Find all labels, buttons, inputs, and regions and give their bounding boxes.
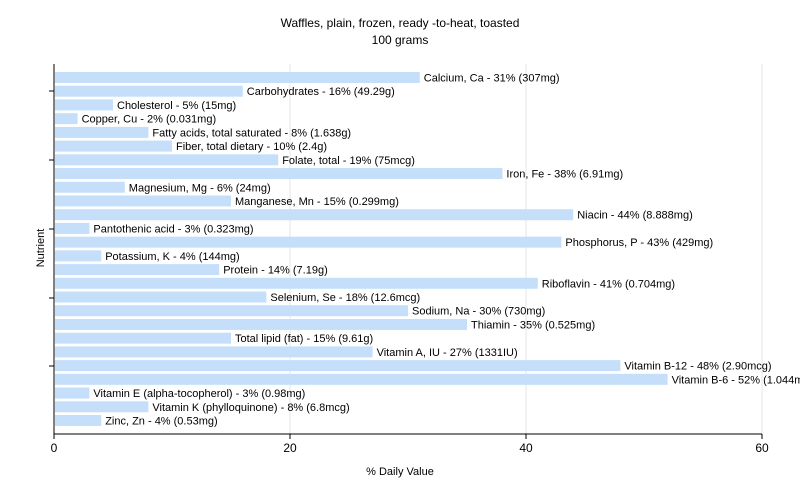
x-tick-label: 60 xyxy=(755,441,769,455)
bar-label: Pantothenic acid - 3% (0.323mg) xyxy=(93,223,253,235)
bar-label: Cholesterol - 5% (15mg) xyxy=(117,100,236,112)
bar-label: Selenium, Se - 18% (12.6mcg) xyxy=(270,292,420,304)
bar xyxy=(55,373,668,385)
bar-label: Vitamin K (phylloquinone) - 8% (6.8mcg) xyxy=(152,402,349,414)
bar-label: Fiber, total dietary - 10% (2.4g) xyxy=(176,141,327,153)
bar xyxy=(55,291,267,303)
bar xyxy=(55,195,231,207)
bar-label: Niacin - 44% (8.888mg) xyxy=(577,210,693,222)
bar xyxy=(55,181,125,193)
bar-label: Phosphorus, P - 43% (429mg) xyxy=(565,237,713,249)
bar-label: Fatty acids, total saturated - 8% (1.638… xyxy=(152,127,351,139)
bar xyxy=(55,401,149,413)
bar xyxy=(55,222,90,234)
bar xyxy=(55,99,113,111)
bar-label: Magnesium, Mg - 6% (24mg) xyxy=(129,182,271,194)
bar xyxy=(55,250,102,262)
bar-label: Iron, Fe - 38% (6.91mg) xyxy=(506,169,623,181)
bar xyxy=(55,154,279,166)
bar-label: Copper, Cu - 2% (0.031mg) xyxy=(82,114,217,126)
x-tick-label: 40 xyxy=(519,441,533,455)
bar-label: Vitamin B-6 - 52% (1.044mg) xyxy=(672,374,800,386)
y-axis-label: Nutrient xyxy=(35,228,47,268)
bar-label: Zinc, Zn - 4% (0.53mg) xyxy=(105,416,217,428)
bar-label: Total lipid (fat) - 15% (9.61g) xyxy=(235,333,373,345)
bar-label: Protein - 14% (7.19g) xyxy=(223,265,328,277)
bar-label: Potassium, K - 4% (144mg) xyxy=(105,251,240,263)
bar xyxy=(55,236,562,248)
x-tick-label: 0 xyxy=(51,441,58,455)
bar xyxy=(55,305,408,317)
bar xyxy=(55,140,172,152)
bar-label: Folate, total - 19% (75mcg) xyxy=(282,155,415,167)
bar xyxy=(55,387,90,399)
bar xyxy=(55,113,78,125)
bar xyxy=(55,360,621,372)
bar-label: Riboflavin - 41% (0.704mg) xyxy=(542,278,675,290)
bar-label: Vitamin E (alpha-tocopherol) - 3% (0.98m… xyxy=(93,388,305,400)
chart-subtitle: 100 grams xyxy=(371,33,429,47)
bar xyxy=(55,126,149,138)
bar xyxy=(55,415,102,426)
bar xyxy=(55,318,467,330)
x-tick-label: 20 xyxy=(283,441,297,455)
bar xyxy=(55,85,243,97)
chart-title: Waffles, plain, frozen, ready -to-heat, … xyxy=(280,16,520,30)
bar-label: Vitamin B-12 - 48% (2.90mcg) xyxy=(624,361,771,373)
bar-label: Thiamin - 35% (0.525mg) xyxy=(471,319,595,331)
bar xyxy=(55,209,574,221)
bar-label: Sodium, Na - 30% (730mg) xyxy=(412,306,545,318)
bar-label: Carbohydrates - 16% (49.29g) xyxy=(247,86,395,98)
bar-label: Calcium, Ca - 31% (307mg) xyxy=(424,73,560,85)
bar-label: Manganese, Mn - 15% (0.299mg) xyxy=(235,196,399,208)
bar xyxy=(55,332,231,344)
bar xyxy=(55,264,220,276)
bar xyxy=(55,277,538,289)
bar-label: Vitamin A, IU - 27% (1331IU) xyxy=(377,347,518,359)
bar xyxy=(55,168,503,180)
bar xyxy=(55,346,373,358)
x-axis-label: % Daily Value xyxy=(366,466,434,478)
bar xyxy=(55,72,420,83)
